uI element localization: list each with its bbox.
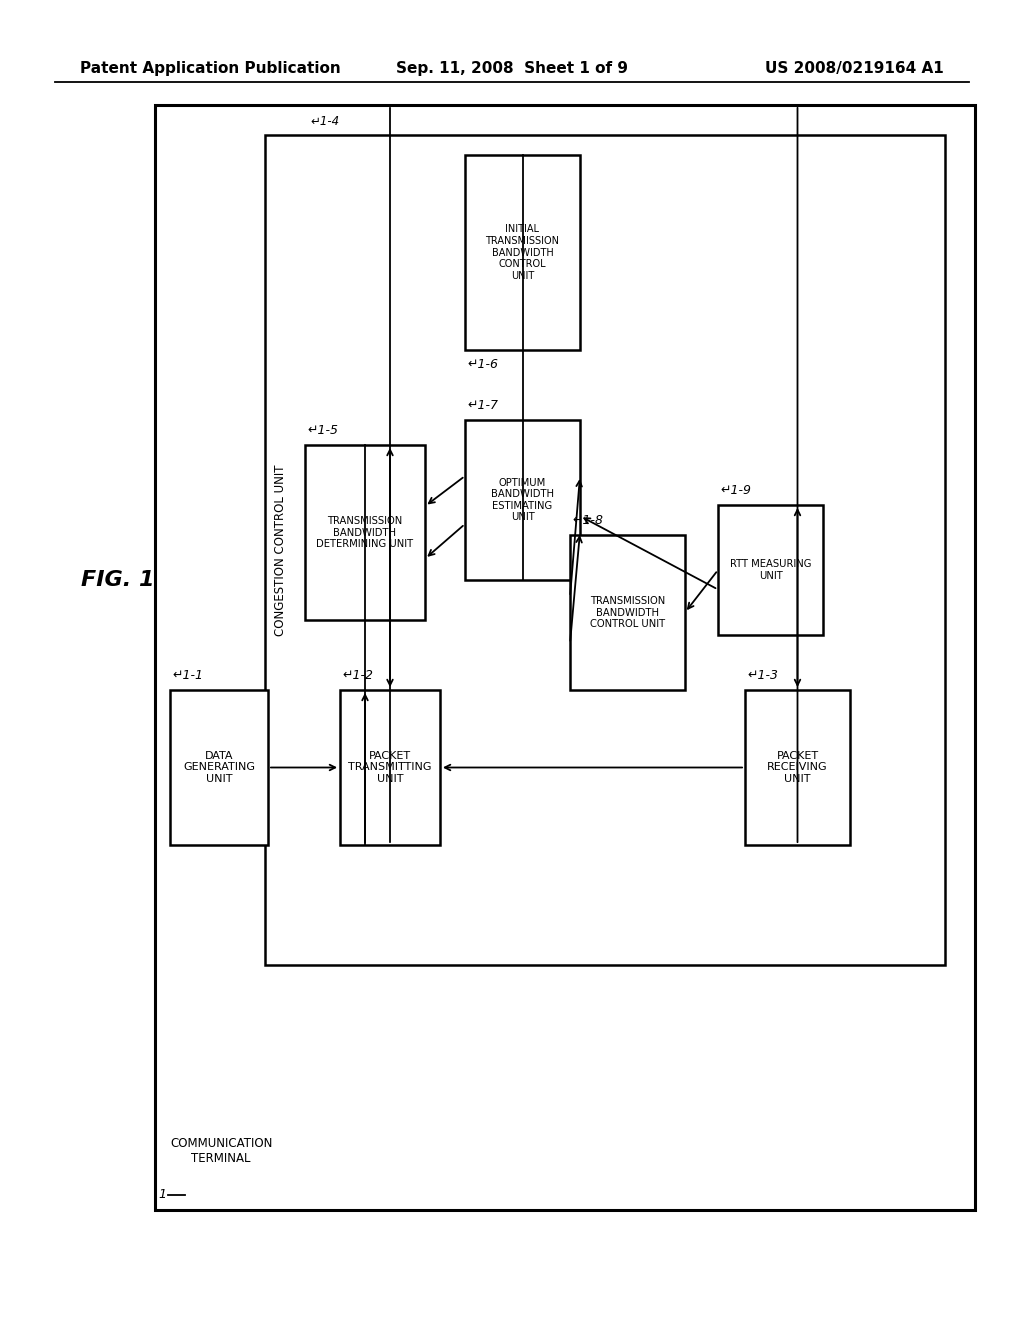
- Text: PACKET
RECEIVING
UNIT: PACKET RECEIVING UNIT: [767, 751, 827, 784]
- Bar: [155, 106, 975, 1210]
- Text: ↵1-4: ↵1-4: [310, 115, 339, 128]
- Bar: [170, 690, 268, 845]
- Bar: [718, 506, 823, 635]
- Text: TRANSMISSION
BANDWIDTH
CONTROL UNIT: TRANSMISSION BANDWIDTH CONTROL UNIT: [590, 595, 666, 630]
- Text: ↵1-6: ↵1-6: [467, 358, 498, 371]
- Text: TRANSMISSION
BANDWIDTH
DETERMINING UNIT: TRANSMISSION BANDWIDTH DETERMINING UNIT: [316, 516, 414, 549]
- Bar: [745, 690, 850, 845]
- Text: ↵1-7: ↵1-7: [467, 399, 498, 412]
- Text: US 2008/0219164 A1: US 2008/0219164 A1: [765, 61, 944, 75]
- Text: Patent Application Publication: Patent Application Publication: [80, 61, 341, 75]
- Bar: [465, 154, 580, 350]
- Text: ↵1-1: ↵1-1: [172, 669, 203, 682]
- Text: Sep. 11, 2008  Sheet 1 of 9: Sep. 11, 2008 Sheet 1 of 9: [396, 61, 628, 75]
- Bar: [340, 690, 440, 845]
- Text: ↵1-5: ↵1-5: [307, 424, 338, 437]
- Text: ↵1-2: ↵1-2: [342, 669, 373, 682]
- Text: FIG. 1: FIG. 1: [81, 570, 155, 590]
- Text: COMMUNICATION
TERMINAL: COMMUNICATION TERMINAL: [170, 1137, 272, 1166]
- Text: DATA
GENERATING
UNIT: DATA GENERATING UNIT: [183, 751, 255, 784]
- Bar: [570, 535, 685, 690]
- Bar: [305, 445, 425, 620]
- Bar: [465, 420, 580, 579]
- Text: 1: 1: [158, 1188, 166, 1201]
- Text: ↵1-3: ↵1-3: [746, 669, 778, 682]
- Text: ↵1-9: ↵1-9: [720, 484, 751, 498]
- Text: ↵1-8: ↵1-8: [572, 513, 603, 527]
- Text: PACKET
TRANSMITTING
UNIT: PACKET TRANSMITTING UNIT: [348, 751, 432, 784]
- Text: INITIAL
TRANSMISSION
BANDWIDTH
CONTROL
UNIT: INITIAL TRANSMISSION BANDWIDTH CONTROL U…: [485, 224, 559, 281]
- Text: OPTIMUM
BANDWIDTH
ESTIMATING
UNIT: OPTIMUM BANDWIDTH ESTIMATING UNIT: [490, 478, 554, 523]
- Bar: [265, 135, 945, 965]
- Text: RTT MEASURING
UNIT: RTT MEASURING UNIT: [730, 560, 811, 581]
- Text: CONGESTION CONTROL UNIT: CONGESTION CONTROL UNIT: [273, 465, 287, 636]
